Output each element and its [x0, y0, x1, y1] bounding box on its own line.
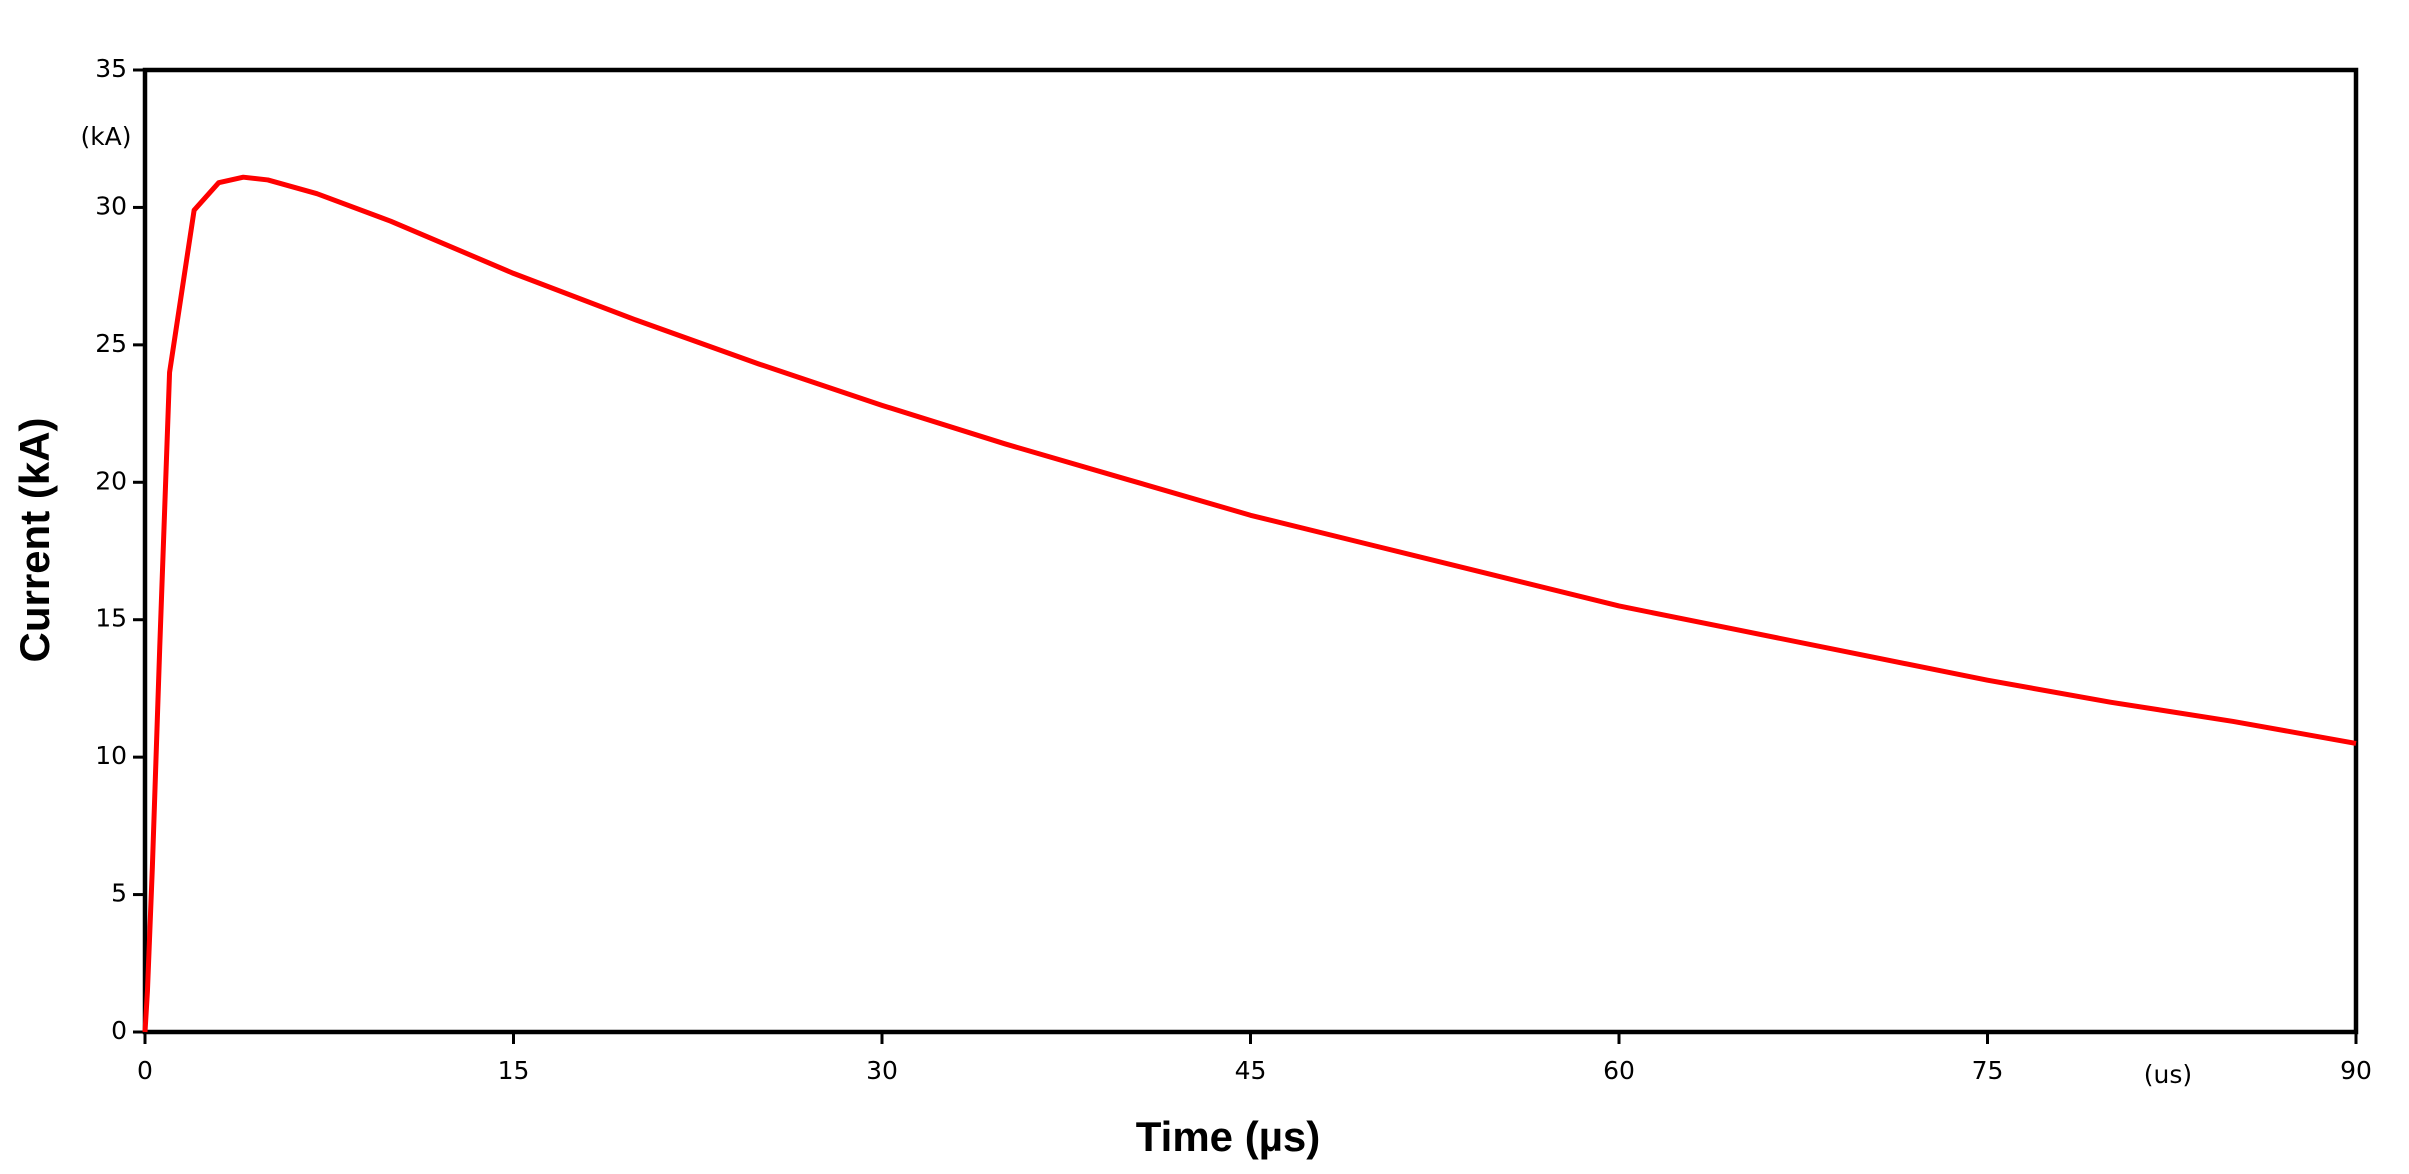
y-tick-label: 30	[95, 191, 127, 220]
x-tick-label: 0	[137, 1056, 153, 1085]
x-tick-label: 60	[1603, 1056, 1635, 1085]
x-axis-title: Time (µs)	[1136, 1113, 1320, 1160]
y-unit-label: (kA)	[80, 122, 131, 151]
x-tick-label: 75	[1972, 1056, 2004, 1085]
y-tick-label: 35	[95, 54, 127, 83]
x-tick-label: 45	[1235, 1056, 1267, 1085]
y-tick-label: 15	[95, 604, 127, 633]
plot-frame	[142, 67, 2359, 1035]
y-axis-title: Current (kA)	[11, 417, 58, 662]
y-tick-label: 0	[111, 1016, 127, 1045]
y-tick-label: 5	[111, 879, 127, 908]
x-unit-label: (us)	[2144, 1060, 2192, 1089]
current-line	[142, 174, 2357, 1033]
y-tick-label: 25	[95, 329, 127, 358]
y-tick-label: 10	[95, 741, 127, 770]
x-tick-label: 15	[498, 1056, 530, 1085]
x-tick-label: 30	[866, 1056, 898, 1085]
y-tick-label: 20	[95, 466, 127, 495]
x-tick-label: 90	[2340, 1056, 2372, 1085]
